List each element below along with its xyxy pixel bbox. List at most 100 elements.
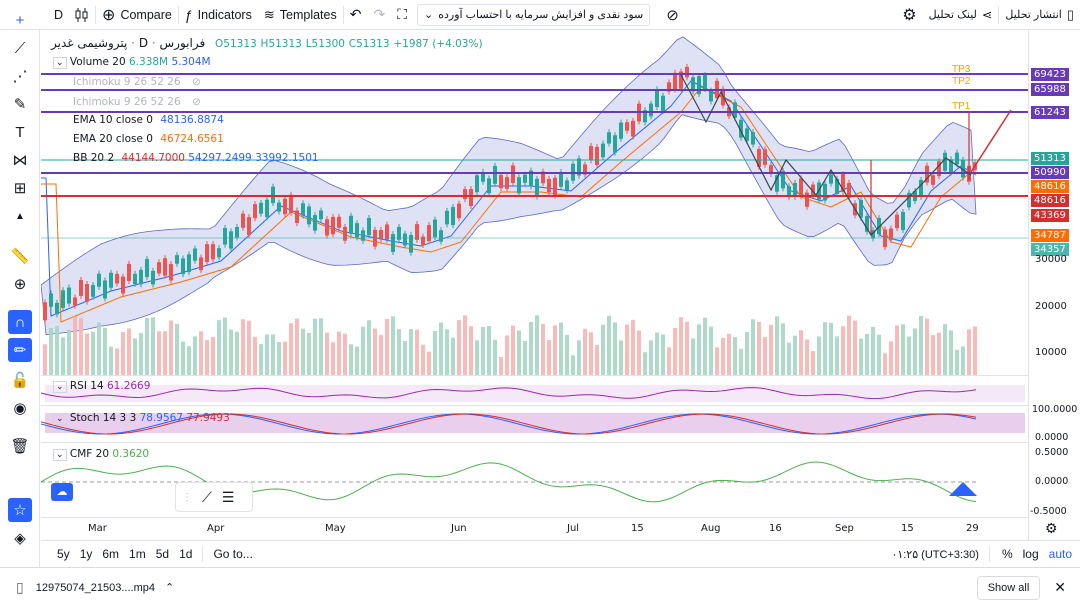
volume-bar (595, 345, 599, 375)
brush-tool-icon[interactable]: ✎ (13, 96, 27, 113)
candle-body (655, 89, 659, 108)
line-tool-icon[interactable]: ⟋ (14, 39, 26, 57)
range-1m[interactable]: 1m (129, 547, 146, 561)
lock-icon[interactable]: 🔓 (10, 372, 30, 389)
symbol-name[interactable]: پتروشیمی غدیر (51, 36, 128, 50)
redo-icon: ↷ (373, 6, 386, 22)
percent-toggle[interactable]: % (1001, 547, 1013, 561)
range-5d[interactable]: 5d (155, 547, 170, 561)
candle-body (799, 178, 803, 197)
settings-button[interactable]: ⚙ (896, 0, 922, 30)
zoom-in-icon[interactable]: ⊕ (13, 276, 27, 293)
compare-button[interactable]: ⊕ Compare (96, 0, 178, 30)
interval-button[interactable]: D (0, 0, 69, 30)
cmf-tick: -0.5000 (1030, 506, 1067, 517)
collapse-icon[interactable]: ▲ (15, 210, 25, 222)
magnet-icon[interactable]: ∩ (8, 310, 32, 334)
volume-bar (253, 336, 257, 375)
collapse-legend-icon[interactable]: ⌄ (53, 413, 67, 425)
candle-body (271, 186, 275, 204)
candle-body (691, 77, 695, 92)
trend-line-icon[interactable]: ⟋ (202, 488, 212, 505)
log-toggle[interactable]: log (1022, 547, 1039, 561)
volume-bar (559, 322, 563, 375)
show-all-button[interactable]: Show all (976, 575, 1041, 600)
close-icon[interactable]: ✕ (1054, 579, 1066, 595)
candle-body (901, 211, 905, 230)
candle-body (457, 203, 461, 219)
candle-body (463, 189, 467, 200)
price-chart[interactable] (41, 30, 1028, 517)
cmf-legend: ⌄ CMF 20 0.3620 (53, 448, 149, 461)
plus-circle-icon: ⊕ (102, 6, 116, 24)
layers-icon[interactable]: ◈ (14, 530, 26, 547)
timezone-button[interactable]: ۰۱:۲۵ (UTC+3:30) (891, 548, 979, 561)
candle-body (451, 207, 455, 226)
hide-button[interactable]: ⊘ (660, 0, 685, 30)
candle-body (187, 254, 191, 273)
eye-off-icon[interactable]: ⊘ (191, 76, 201, 88)
collapse-legend-icon[interactable]: ⌄ (53, 381, 67, 393)
download-filename[interactable]: 12975074_21503....mp4 (35, 581, 155, 594)
collapse-legend-icon[interactable]: ⌄ (53, 449, 67, 461)
candle-body (67, 287, 71, 304)
volume-bar (961, 346, 965, 375)
volume-bar (949, 330, 953, 375)
drag-handle-icon[interactable]: ⋮ (182, 491, 192, 503)
auto-toggle[interactable]: auto (1048, 547, 1072, 561)
chart-area[interactable]: پتروشیمی غدیر · D · فرابورس O51313 H5131… (41, 30, 1028, 517)
templates-button[interactable]: ≋ Templates (258, 0, 343, 30)
fullscreen-button[interactable]: ⛶ (391, 0, 413, 30)
fib-tool-icon[interactable]: ⋰ (12, 68, 28, 85)
candle-body (367, 218, 371, 236)
candle-body (313, 215, 317, 231)
eye-icon[interactable]: ◉ (13, 400, 27, 417)
eye-off-icon[interactable]: ⊘ (191, 96, 201, 108)
range-6m[interactable]: 6m (102, 547, 120, 561)
time-axis[interactable]: Mar Apr May Jun Jul 15 Aug 16 Sep 15 29 (41, 517, 1028, 540)
stay-drawing-icon[interactable]: ✏ (8, 338, 32, 362)
chart-settings-gear-icon[interactable]: ⚙ (1045, 520, 1058, 536)
range-1y[interactable]: 1y (79, 547, 93, 561)
chart-type-button[interactable] (69, 0, 95, 30)
volume-bar (583, 328, 587, 375)
candle-body (235, 227, 239, 238)
crosshair-icon[interactable]: + (15, 11, 25, 29)
templates-icon: ≋ (263, 6, 275, 22)
volume-bar (943, 324, 947, 375)
volume-bar (817, 336, 821, 375)
ruler-icon[interactable]: 📏 (10, 248, 30, 265)
collapse-legend-icon[interactable]: ⌄ (53, 57, 67, 69)
chevron-up-icon[interactable]: ⌃ (165, 582, 175, 594)
prediction-tool-icon[interactable]: ⊞ (13, 180, 27, 197)
favorites-icon[interactable]: ☆ (8, 498, 32, 522)
cloud-icon[interactable]: ☁ (51, 483, 73, 501)
goto-button[interactable]: Go to... (213, 547, 253, 561)
candle-body (511, 165, 515, 184)
candle-body (61, 290, 65, 308)
candle-body (697, 76, 701, 95)
indicators-button[interactable]: ƒ Indicators (179, 0, 258, 30)
link-button[interactable]: لینک تحلیل ⋖ (923, 0, 999, 30)
price-tick: 10000 (1035, 347, 1067, 358)
time-label: 29 (966, 523, 979, 534)
redo-button[interactable]: ↷ (367, 0, 391, 30)
candle-body (115, 273, 119, 284)
publish-button[interactable]: انتشار تحلیل ▯ (999, 0, 1080, 30)
trash-icon[interactable]: 🗑 (10, 438, 30, 455)
chevron-down-icon: ⌄ (424, 9, 434, 21)
strategy-select[interactable]: ⌄ سود نقدی و افزایش سرمایه با احتساب آورد… (417, 3, 651, 26)
tp1-label: TP1 (952, 101, 971, 112)
range-5y[interactable]: 5y (57, 547, 70, 561)
volume-bar (283, 341, 287, 375)
candle-body (751, 132, 755, 145)
candle-body (307, 206, 311, 225)
pattern-tool-icon[interactable]: ⋈ (12, 152, 28, 169)
undo-button[interactable]: ↶ (344, 0, 368, 30)
line-style-icon[interactable]: ☰ (221, 488, 235, 505)
range-1d[interactable]: 1d (179, 547, 193, 561)
text-tool-icon[interactable]: T (15, 123, 25, 141)
candle-body (949, 159, 953, 173)
volume-bar (403, 341, 407, 375)
price-axis[interactable]: 69423 65988 61243 51313 50990 48616 4861… (1028, 30, 1080, 540)
